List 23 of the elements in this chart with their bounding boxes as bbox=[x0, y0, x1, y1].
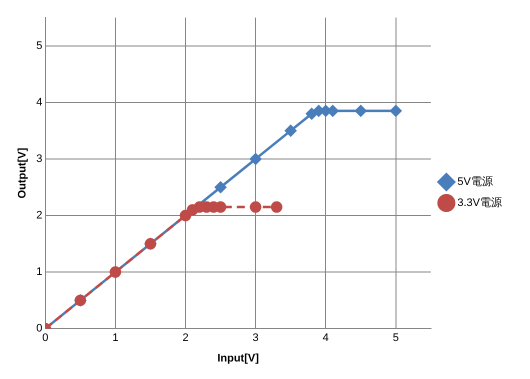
legend-label: 3.3V電源 bbox=[457, 197, 502, 210]
x-tick-label: 2 bbox=[182, 332, 189, 344]
y-axis-title: Output[V] bbox=[16, 147, 29, 198]
x-tick-label: 3 bbox=[252, 332, 259, 344]
point bbox=[355, 105, 367, 117]
point bbox=[284, 124, 296, 136]
x-axis-title: Input[V] bbox=[217, 352, 260, 364]
y-tick-label: 0 bbox=[36, 322, 42, 335]
y-tick-label: 2 bbox=[36, 210, 42, 222]
point bbox=[214, 181, 226, 193]
y-tick-label: 1 bbox=[36, 266, 42, 278]
point bbox=[250, 153, 262, 165]
x-tick-label: 4 bbox=[322, 332, 329, 344]
x-tick-label: 5 bbox=[392, 332, 399, 344]
point bbox=[270, 201, 282, 213]
y-tick-label: 5 bbox=[36, 40, 42, 52]
x-tick-label: 1 bbox=[112, 332, 118, 344]
legend-label: 5V電源 bbox=[457, 176, 493, 188]
point bbox=[306, 108, 318, 120]
y-tick-label: 4 bbox=[36, 96, 42, 108]
point bbox=[250, 201, 262, 213]
point bbox=[390, 105, 402, 117]
y-tick-label: 3 bbox=[36, 152, 42, 165]
